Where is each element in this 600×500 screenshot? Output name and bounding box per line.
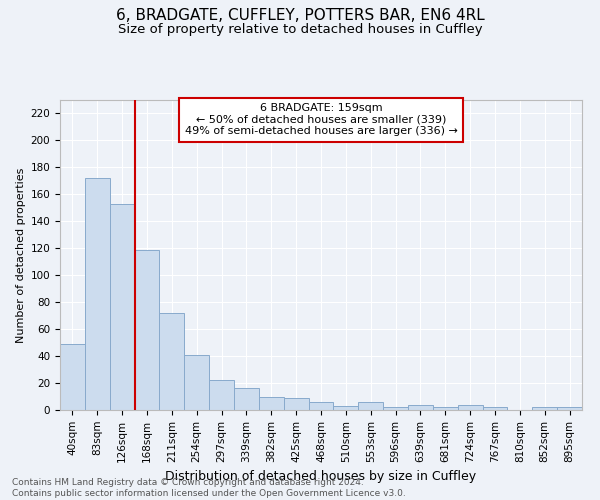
Bar [85,178,110,410]
Bar [308,402,334,410]
Bar [259,396,284,410]
Bar [334,406,358,410]
Text: 6, BRADGATE, CUFFLEY, POTTERS BAR, EN6 4RL: 6, BRADGATE, CUFFLEY, POTTERS BAR, EN6 4… [116,8,484,22]
Bar [134,250,160,410]
Bar [209,380,234,410]
Bar [408,404,433,410]
Text: 6 BRADGATE: 159sqm
← 50% of detached houses are smaller (339)
49% of semi-detach: 6 BRADGATE: 159sqm ← 50% of detached hou… [185,103,457,136]
Text: Size of property relative to detached houses in Cuffley: Size of property relative to detached ho… [118,22,482,36]
Bar [383,408,408,410]
Text: Contains HM Land Registry data © Crown copyright and database right 2024.
Contai: Contains HM Land Registry data © Crown c… [12,478,406,498]
Bar [234,388,259,410]
Bar [358,402,383,410]
Bar [458,404,482,410]
Bar [557,408,582,410]
Bar [433,408,458,410]
Bar [284,398,308,410]
X-axis label: Distribution of detached houses by size in Cuffley: Distribution of detached houses by size … [166,470,476,483]
Bar [60,344,85,410]
Bar [482,408,508,410]
Bar [184,354,209,410]
Bar [160,313,184,410]
Y-axis label: Number of detached properties: Number of detached properties [16,168,26,342]
Bar [110,204,134,410]
Bar [532,408,557,410]
